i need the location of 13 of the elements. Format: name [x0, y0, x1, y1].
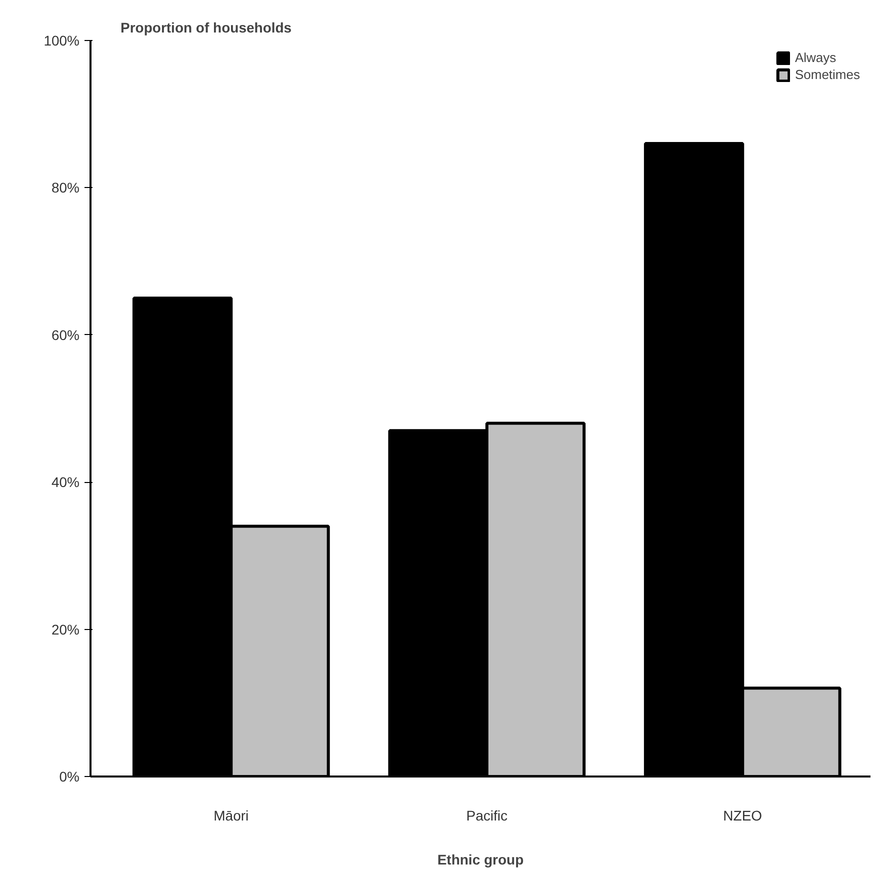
legend-label: Always	[794, 50, 836, 65]
y-tick-label: 100%	[44, 32, 80, 48]
x-tick-label: Māori	[214, 808, 249, 824]
y-tick-label: 60%	[51, 326, 80, 343]
legend-label: Sometimes	[794, 67, 860, 82]
x-tick-label: NZEO	[723, 808, 762, 824]
y-tick-label: 20%	[51, 621, 80, 638]
y-tick-label: 0%	[59, 768, 80, 784]
x-tick-label: Pacific	[466, 808, 508, 824]
y-tick-label: 40%	[51, 474, 80, 490]
y-axis-title: Proportion of households	[120, 20, 292, 36]
y-tick-label: 80%	[51, 180, 80, 196]
x-axis-title: Ethnic group	[437, 852, 524, 868]
